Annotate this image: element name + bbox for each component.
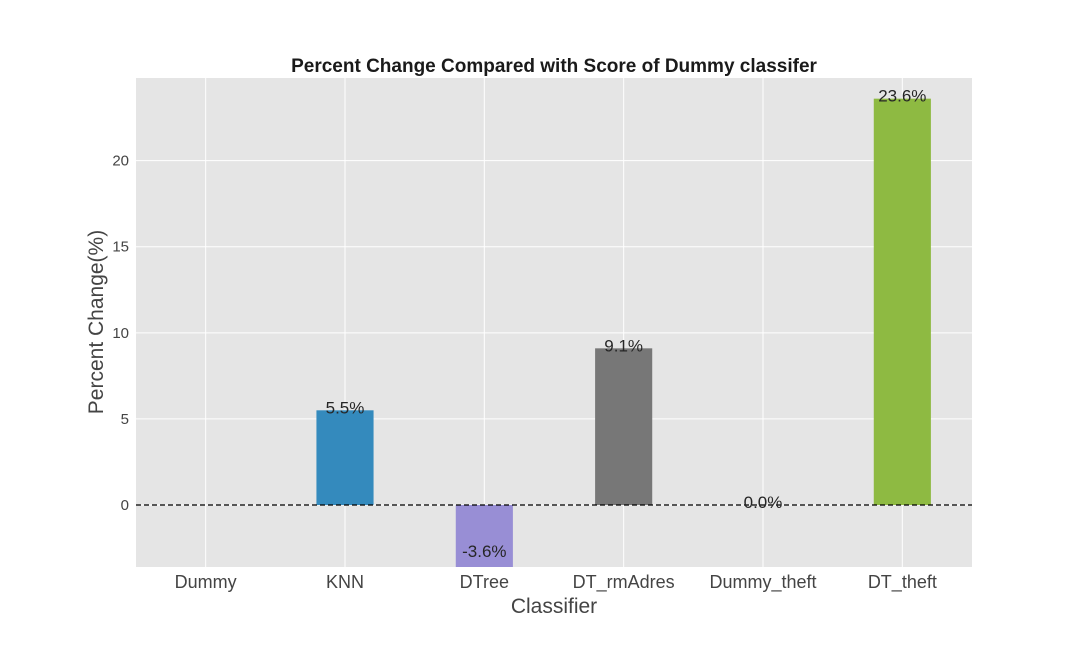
y-tick-label: 5 [121,411,129,428]
x-tick-label: DT_theft [868,572,937,593]
x-axis-label: Classifier [511,595,597,618]
data-label: 5.5% [326,398,365,417]
bar-knn [316,410,374,506]
y-tick-label: 0 [121,497,129,514]
x-tick-label: Dummy_theft [709,572,816,593]
data-labels: 5.5% -3.6% 9.1% 0.0% 23.6% [326,87,927,561]
y-tick-label: 15 [112,239,129,256]
y-axis-ticks: 0 5 10 15 20 [112,153,129,514]
y-tick-label: 10 [112,325,129,342]
data-label: 9.1% [604,336,643,355]
bars [316,98,931,567]
x-tick-label: DT_rmAdres [573,572,675,593]
y-axis-label: Percent Change(%) [85,230,108,414]
chart-title: Percent Change Compared with Score of Du… [291,56,817,77]
bar-dt-rmadres [595,348,653,506]
bar-dt-theft [873,98,931,506]
bar-dtree [455,505,513,567]
plot-background [136,78,972,567]
x-tick-label: KNN [326,572,364,592]
x-tick-label: Dummy [175,572,237,592]
data-label: -3.6% [462,542,506,561]
y-tick-label: 20 [112,153,129,170]
x-axis-ticks: Dummy KNN DTree DT_rmAdres Dummy_theft DT_the… [175,572,937,593]
data-label: 0.0% [744,493,783,512]
x-tick-label: DTree [460,572,509,592]
data-label: 23.6% [878,87,926,106]
